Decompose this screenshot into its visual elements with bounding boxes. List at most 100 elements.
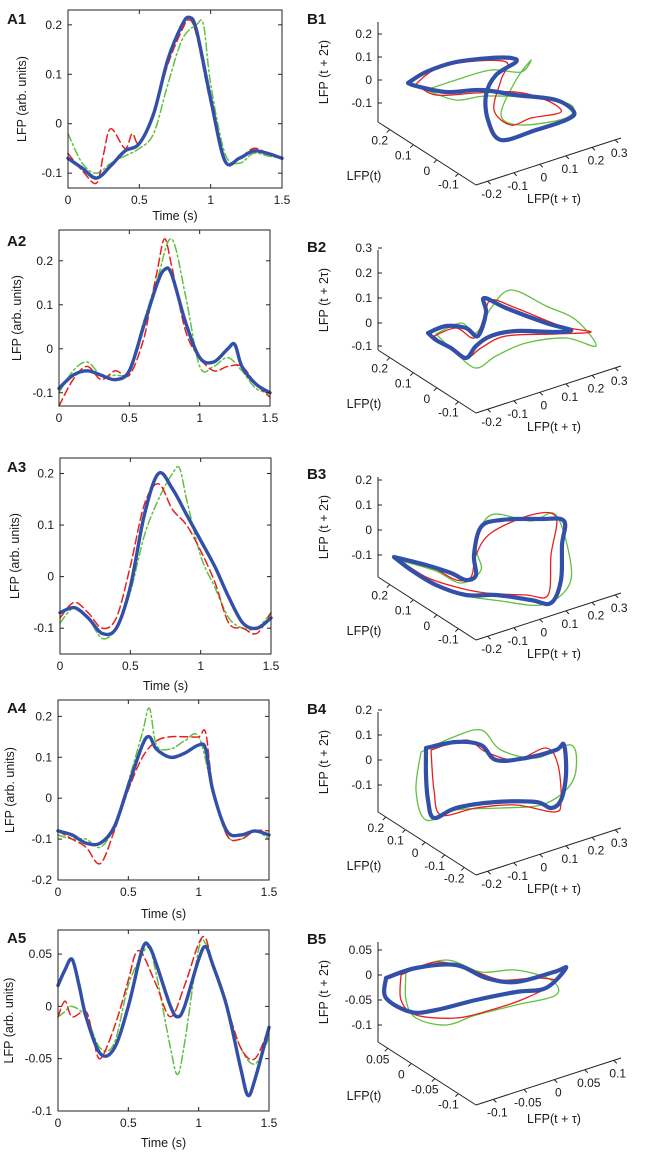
x-tick-label: 1.5: [263, 659, 280, 673]
y-tick-label: 0.2: [588, 381, 605, 395]
series-line-blue: [56, 734, 271, 847]
y-tick-label: 0: [540, 398, 547, 412]
x-tick-label: 1: [197, 659, 204, 673]
x-axis-line: [377, 349, 477, 414]
y-tick-label: 0.1: [609, 1066, 626, 1080]
y-axis-label: LFP (arb. units): [3, 747, 17, 833]
plot-frame: [58, 229, 271, 407]
x-tick-label: 0.5: [120, 885, 137, 899]
y-tick-label: 0.1: [37, 518, 54, 532]
x-axis-label: Time (s): [152, 209, 197, 223]
y-tick-label: -0.2: [481, 877, 502, 891]
trajectory-blue: [423, 739, 569, 821]
x-axis-line: [377, 576, 477, 641]
y-axis-label: LFP (arb. units): [10, 275, 24, 361]
series-line-red: [58, 238, 271, 407]
x-axis-label: LFP(t): [347, 859, 382, 873]
y-tick-label: -0.2: [481, 187, 502, 201]
z-axis-label: LFP (t + 2τ): [317, 495, 331, 559]
x-tick: [460, 867, 465, 871]
y-axis-label: LFP(t + τ): [527, 420, 581, 434]
x-tick: [455, 173, 459, 178]
y-axis-label: LFP(t + τ): [527, 882, 581, 896]
y-tick-label: 0: [540, 625, 547, 639]
x-tick: [386, 584, 391, 588]
y-tick-label: 0.1: [562, 390, 579, 404]
x-tick: [409, 144, 414, 149]
y-tick: [513, 862, 518, 867]
z-tick-label: -0.1: [351, 339, 372, 353]
x-axis-line: [377, 121, 477, 186]
y-tick-label: 0.3: [611, 836, 628, 850]
y-tick: [584, 1069, 589, 1074]
y-tick-label: -0.05: [514, 1095, 542, 1109]
x-tick: [384, 1047, 389, 1052]
z-tick-label: -0.1: [351, 1018, 372, 1032]
x-tick: [409, 372, 414, 377]
panel-a4: 0 0.5 1 1.5 -0.2 -0.1 0 0.1 0.2 A4 Time (s) LFP (ar…: [3, 699, 278, 921]
z-tick-label: 0.05: [349, 943, 373, 957]
x-tick-label: 0: [412, 846, 419, 860]
x-axis-line: [377, 1041, 477, 1106]
x-tick: [455, 401, 459, 406]
y-tick-label: 0.2: [37, 466, 54, 480]
x-tick-label: 1: [195, 1116, 202, 1130]
y-tick-label: 0.2: [588, 153, 605, 167]
y-tick-label: -0.1: [41, 166, 62, 180]
y-tick-label: -0.05: [25, 1052, 53, 1066]
series-line-red: [57, 729, 270, 865]
y-tick-label: 0.05: [577, 1076, 601, 1090]
z-tick-label: 0.2: [355, 703, 372, 717]
y-tick: [513, 172, 518, 177]
x-axis-line: [377, 811, 477, 876]
x-axis-label: Time (s): [141, 907, 186, 921]
y-tick-label: 0.2: [588, 608, 605, 622]
panel-label-b5: B5: [307, 931, 326, 948]
y-tick-label: 0.1: [562, 162, 579, 176]
x-tick-label: 0.2: [371, 134, 388, 148]
series-line-blue: [57, 266, 272, 395]
x-tick-label: 1: [196, 411, 203, 425]
y-tick-label: 0: [45, 791, 52, 805]
y-axis-line: [475, 365, 622, 414]
x-tick-label: 0.5: [131, 193, 148, 207]
trajectory-blue: [382, 962, 569, 1015]
series-line-red: [57, 935, 270, 1061]
y-tick-label: 0.1: [45, 67, 62, 81]
x-tick: [386, 357, 391, 361]
z-tick-label: 0.2: [355, 266, 372, 280]
panel-label-a2: A2: [7, 233, 26, 250]
x-tick-label: 0.1: [387, 834, 404, 848]
x-tick-label: 0: [423, 392, 430, 406]
y-tick: [591, 602, 596, 606]
trajectory-green: [435, 289, 597, 369]
y-tick: [539, 618, 544, 623]
y-tick: [487, 180, 491, 185]
panel-b2: -0.1 0 0.1 0.2 0.3 0.2 0.1 0 -0.1 -0.2 -0.1 0 0.1 0.2…: [307, 239, 628, 434]
series-line-green: [67, 19, 283, 174]
x-tick-label: 1.5: [261, 885, 278, 899]
y-tick: [565, 155, 570, 160]
y-tick-label: 0.2: [588, 843, 605, 857]
y-tick-label: -0.1: [507, 634, 528, 648]
x-tick: [433, 387, 438, 392]
x-tick-label: 0: [65, 193, 72, 207]
y-tick: [513, 400, 518, 405]
z-axis-label: LFP (t + 2τ): [317, 40, 331, 104]
y-tick: [591, 147, 596, 151]
y-tick-label: 0.1: [562, 617, 579, 631]
x-tick: [455, 1093, 459, 1098]
x-tick-label: 0.2: [371, 589, 388, 603]
x-tick-label: 0: [57, 659, 64, 673]
x-tick-label: 0.2: [367, 821, 384, 835]
x-tick: [407, 1063, 412, 1067]
trajectory-green: [415, 728, 578, 822]
y-tick-label: 0: [47, 570, 54, 584]
y-tick: [487, 635, 491, 640]
x-tick: [441, 854, 445, 859]
x-tick-label: -0.05: [411, 1083, 439, 1097]
x-tick-label: -0.1: [438, 633, 459, 647]
x-tick-label: 0: [398, 1067, 405, 1081]
x-tick-label: 0.5: [120, 1116, 137, 1130]
y-tick-label: 0.3: [611, 146, 628, 160]
